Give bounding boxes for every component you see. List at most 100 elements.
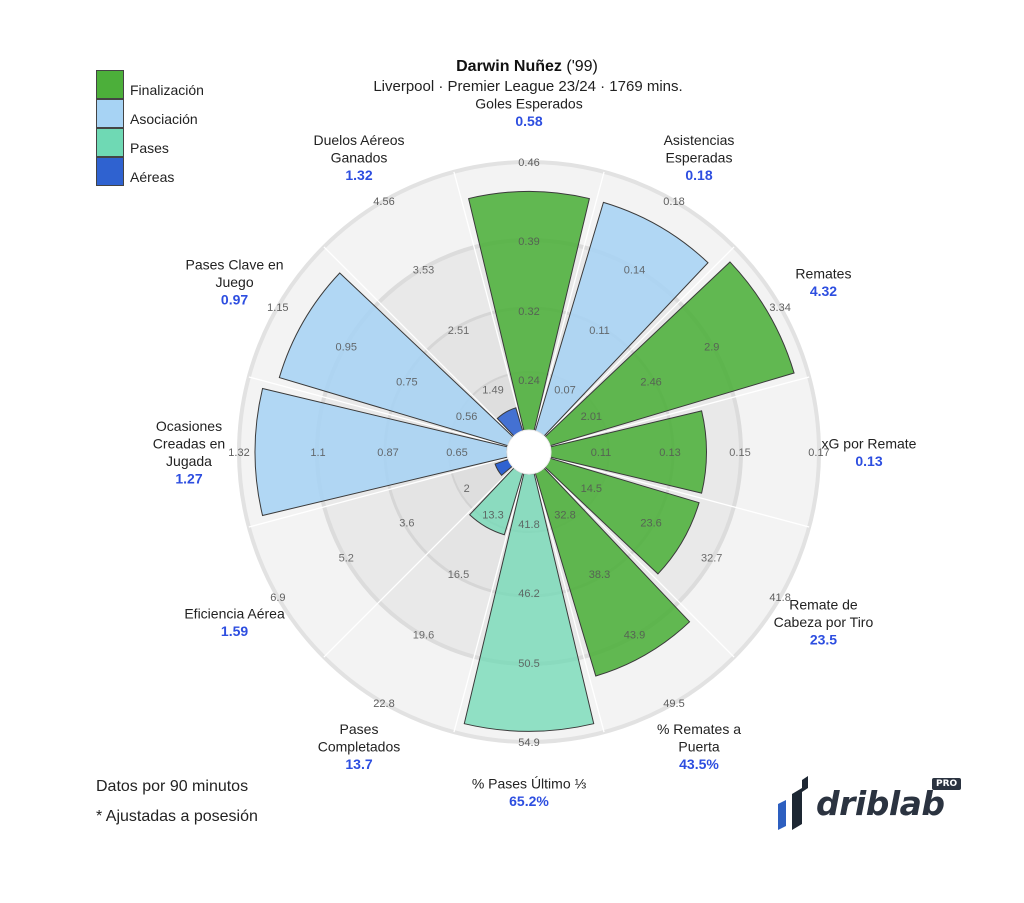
metric-label-line: Remates <box>795 265 851 281</box>
metric-label-line: Esperadas <box>666 150 733 166</box>
tick-label: 0.65 <box>446 447 467 459</box>
driblab-logo-text: driblab <box>816 784 945 823</box>
legend-swatch <box>96 99 124 128</box>
metric-label: Duelos Aéreos Ganados 1.32 <box>313 132 404 183</box>
tick-label: 0.15 <box>729 447 750 459</box>
metric-label-line: Asistencias <box>664 132 735 148</box>
metric-value: 4.32 <box>810 283 837 299</box>
metric-label-line: % Pases Último ⅓ <box>472 775 587 791</box>
legend-item-pases: Pases <box>96 128 204 157</box>
legend-label: Finalización <box>130 82 204 98</box>
metric-label: Goles Esperados 0.58 <box>475 95 582 129</box>
tick-label: 2.51 <box>448 325 469 337</box>
tick-label: 0.46 <box>518 157 539 169</box>
tick-label: 0.11 <box>591 447 612 459</box>
chart-spoke <box>544 467 735 658</box>
tick-label: 43.9 <box>624 630 645 642</box>
metric-label-line: % Remates a <box>657 721 741 737</box>
tick-label: 6.9 <box>270 592 285 604</box>
legend-item-asociacion: Asociación <box>96 99 204 128</box>
tick-label: 0.75 <box>396 377 417 389</box>
tick-label: 4.56 <box>373 196 394 208</box>
tick-label: 0.87 <box>377 447 398 459</box>
metric-value: 0.58 <box>515 113 542 129</box>
legend-item-aereas: Aéreas <box>96 157 204 186</box>
tick-label: 0.07 <box>554 385 575 397</box>
tick-label: 16.5 <box>448 569 469 581</box>
chart-spoke <box>453 171 524 431</box>
chart-spoke <box>550 376 810 447</box>
tick-label: 54.9 <box>518 737 539 749</box>
tick-label: 5.2 <box>339 553 354 565</box>
legend-label: Pases <box>130 140 169 156</box>
chart-spoke <box>248 457 508 528</box>
metric-label: Ocasiones Creadas en Jugada 1.27 <box>153 418 225 487</box>
legend-swatch <box>96 70 124 99</box>
metric-label-line: Eficiencia Aérea <box>184 605 285 621</box>
metric-value: 65.2% <box>509 793 549 809</box>
chart-spoke <box>323 246 514 437</box>
tick-label: 0.39 <box>518 236 539 248</box>
metric-label: xG por Remate 0.13 <box>822 435 917 469</box>
tick-label: 0.11 <box>589 325 610 337</box>
chart-spoke <box>248 376 508 447</box>
metric-value: 13.7 <box>345 756 372 772</box>
tick-label: 2.46 <box>640 377 661 389</box>
chart-spoke <box>453 473 524 733</box>
legend-label: Aéreas <box>130 169 175 185</box>
tick-label: 0.56 <box>456 411 477 423</box>
chart-spoke <box>534 473 605 733</box>
tick-label: 23.6 <box>640 518 661 530</box>
driblab-logo-icon <box>778 776 808 830</box>
tick-label: 0.17 <box>808 447 829 459</box>
tick-label: 1.1 <box>310 447 325 459</box>
metric-label: Pases Completados 13.7 <box>318 721 401 772</box>
chart-spoke <box>550 457 810 528</box>
metric-label: % Pases Último ⅓ 65.2% <box>472 775 587 809</box>
tick-label: 3.53 <box>413 264 434 276</box>
tick-label: 0.14 <box>624 264 645 276</box>
tick-label: 0.18 <box>663 196 684 208</box>
tick-label: 13.3 <box>482 509 503 521</box>
metric-label: % Remates a Puerta 43.5% <box>657 721 741 772</box>
legend: Finalización Asociación Pases Aéreas <box>96 70 204 186</box>
tick-label: 32.7 <box>701 553 722 565</box>
tick-label: 2 <box>464 483 470 495</box>
metric-label-line: Puerta <box>678 738 719 754</box>
chart-spokes <box>248 171 810 733</box>
metric-label-line: Jugada <box>166 453 212 469</box>
tick-label: 41.8 <box>769 592 790 604</box>
tick-label: 49.5 <box>663 698 684 710</box>
metric-label-line: xG por Remate <box>822 435 917 451</box>
tick-label: 32.8 <box>554 509 575 521</box>
driblab-logo: driblab PRO <box>772 772 972 832</box>
tick-label: 3.34 <box>769 302 790 314</box>
metric-value: 0.97 <box>221 292 248 308</box>
chart-metric-labels: Goles Esperados 0.58 Asistencias Esperadas 0… <box>153 95 917 809</box>
tick-label: 41.8 <box>518 519 539 531</box>
chart-tick-labels: 0.24 0.32 0.39 0.46 0.07 0.11 0.14 0.18 2.01 2.46… <box>228 157 829 749</box>
metric-label-line: Duelos Aéreos <box>313 132 404 148</box>
legend-swatch <box>96 128 124 157</box>
tick-label: 0.24 <box>518 375 539 387</box>
tick-label: 46.2 <box>518 588 539 600</box>
legend-label: Asociación <box>130 111 198 127</box>
chart-subtitle: Liverpool · Premier League 23/24 · 1769 … <box>373 78 682 95</box>
metric-label: Asistencias Esperadas 0.18 <box>664 132 735 183</box>
tick-label: 19.6 <box>413 630 434 642</box>
chart-title: Darwin Nuñez ('99) <box>456 58 598 75</box>
metric-label: Remates 4.32 <box>795 265 851 299</box>
chart-hub <box>506 429 552 475</box>
metric-label-line: Juego <box>215 274 253 290</box>
metric-value: 1.32 <box>345 167 372 183</box>
tick-label: 1.15 <box>267 302 288 314</box>
tick-label: 14.5 <box>581 483 602 495</box>
player-name: Darwin Nuñez <box>456 58 562 75</box>
metric-label: Pases Clave en Juego 0.97 <box>186 257 284 308</box>
center-hub <box>506 429 552 475</box>
footnote-possession: * Ajustadas a posesión <box>96 808 258 825</box>
tick-label: 0.13 <box>659 447 680 459</box>
metric-value: 1.59 <box>221 623 248 639</box>
metric-label-line: Goles Esperados <box>475 95 582 111</box>
